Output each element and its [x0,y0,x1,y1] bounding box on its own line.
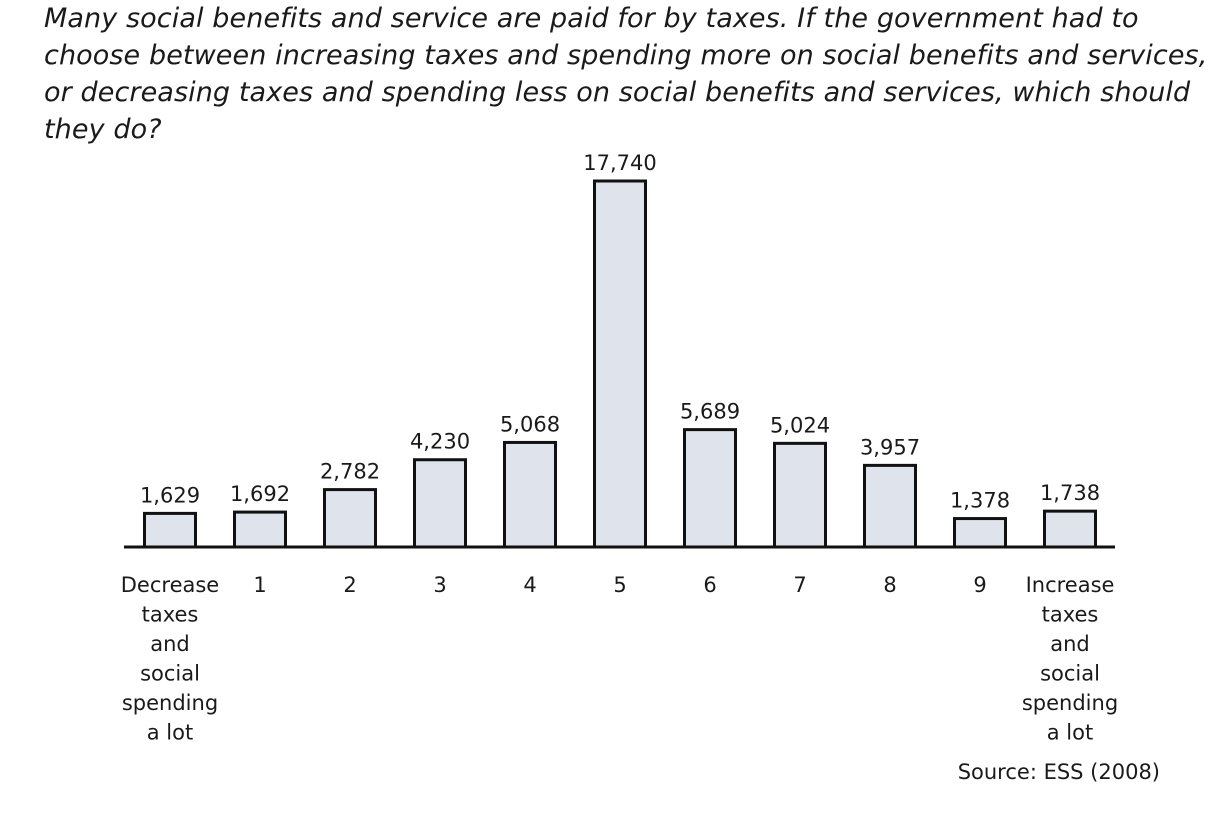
bar-10 [953,517,1007,549]
tick-label-2: 1 [253,573,266,597]
value-labels-layer: 1,629 1,692 2,782 4,230 5,068 17,740 5,689 5,02… [140,151,1100,513]
tick-label-6: 5 [613,573,626,597]
tick-label-7: 6 [703,573,716,597]
value-label-9: 3,957 [860,435,920,459]
value-label-10: 1,378 [950,489,1010,513]
tick-label-10: 9 [973,573,986,597]
tick-label-line: taxes [1042,603,1099,627]
tick-label-line: 9 [973,573,986,597]
bar-5 [503,440,557,549]
value-label-3: 2,782 [320,460,380,484]
tick-label-9: 8 [883,573,896,597]
tick-label-line: a lot [147,721,193,745]
bar-7 [683,428,737,549]
tick-label-line: Increase [1026,573,1115,597]
tick-label-line: social [140,662,200,686]
value-label-1: 1,629 [140,483,200,507]
value-label-4: 4,230 [410,430,470,454]
tick-label-line: 3 [433,573,446,597]
bar-11 [1043,509,1097,549]
value-label-11: 1,738 [1040,481,1100,505]
value-label-7: 5,689 [680,400,740,424]
source-note: Source: ESS (2008) [957,760,1160,784]
tick-label-8: 7 [793,573,806,597]
value-label-6: 17,740 [583,151,656,175]
tick-label-line: 7 [793,573,806,597]
tick-label-line: taxes [142,603,199,627]
bar-3 [323,488,377,549]
tick-label-line: 5 [613,573,626,597]
bar-9 [863,463,917,549]
tick-label-1: Decrease taxes and social spending a lot [121,573,219,745]
tick-label-line: Decrease [121,573,219,597]
tick-label-line: spending [1022,691,1118,715]
bar-2 [233,510,287,549]
chart-title: Many social benefits and service are pai… [44,3,1208,145]
value-label-2: 1,692 [230,482,290,506]
tick-label-line: a lot [1047,721,1093,745]
bar-6 [593,179,647,549]
bar-1 [143,511,197,549]
tick-label-4: 3 [433,573,446,597]
value-label-8: 5,024 [770,413,830,437]
tick-label-line: social [1040,662,1100,686]
tick-label-line: 2 [343,573,356,597]
tick-label-line: 8 [883,573,896,597]
tick-label-line: 1 [253,573,266,597]
bar-4 [413,458,467,549]
tick-labels-layer: Decrease taxes and social spending a lot 1 2 3 4 5… [121,573,1118,745]
tick-label-line: and [1050,632,1090,656]
tick-label-line: spending [122,691,218,715]
tick-label-5: 4 [523,573,536,597]
tick-label-3: 2 [343,573,356,597]
tick-label-line: 6 [703,573,716,597]
tick-label-line: 4 [523,573,536,597]
value-label-5: 5,068 [500,412,560,436]
tick-label-line: and [150,632,190,656]
bar-8 [773,441,827,549]
tick-label-11: Increase taxes and social spending a lot [1022,573,1118,745]
